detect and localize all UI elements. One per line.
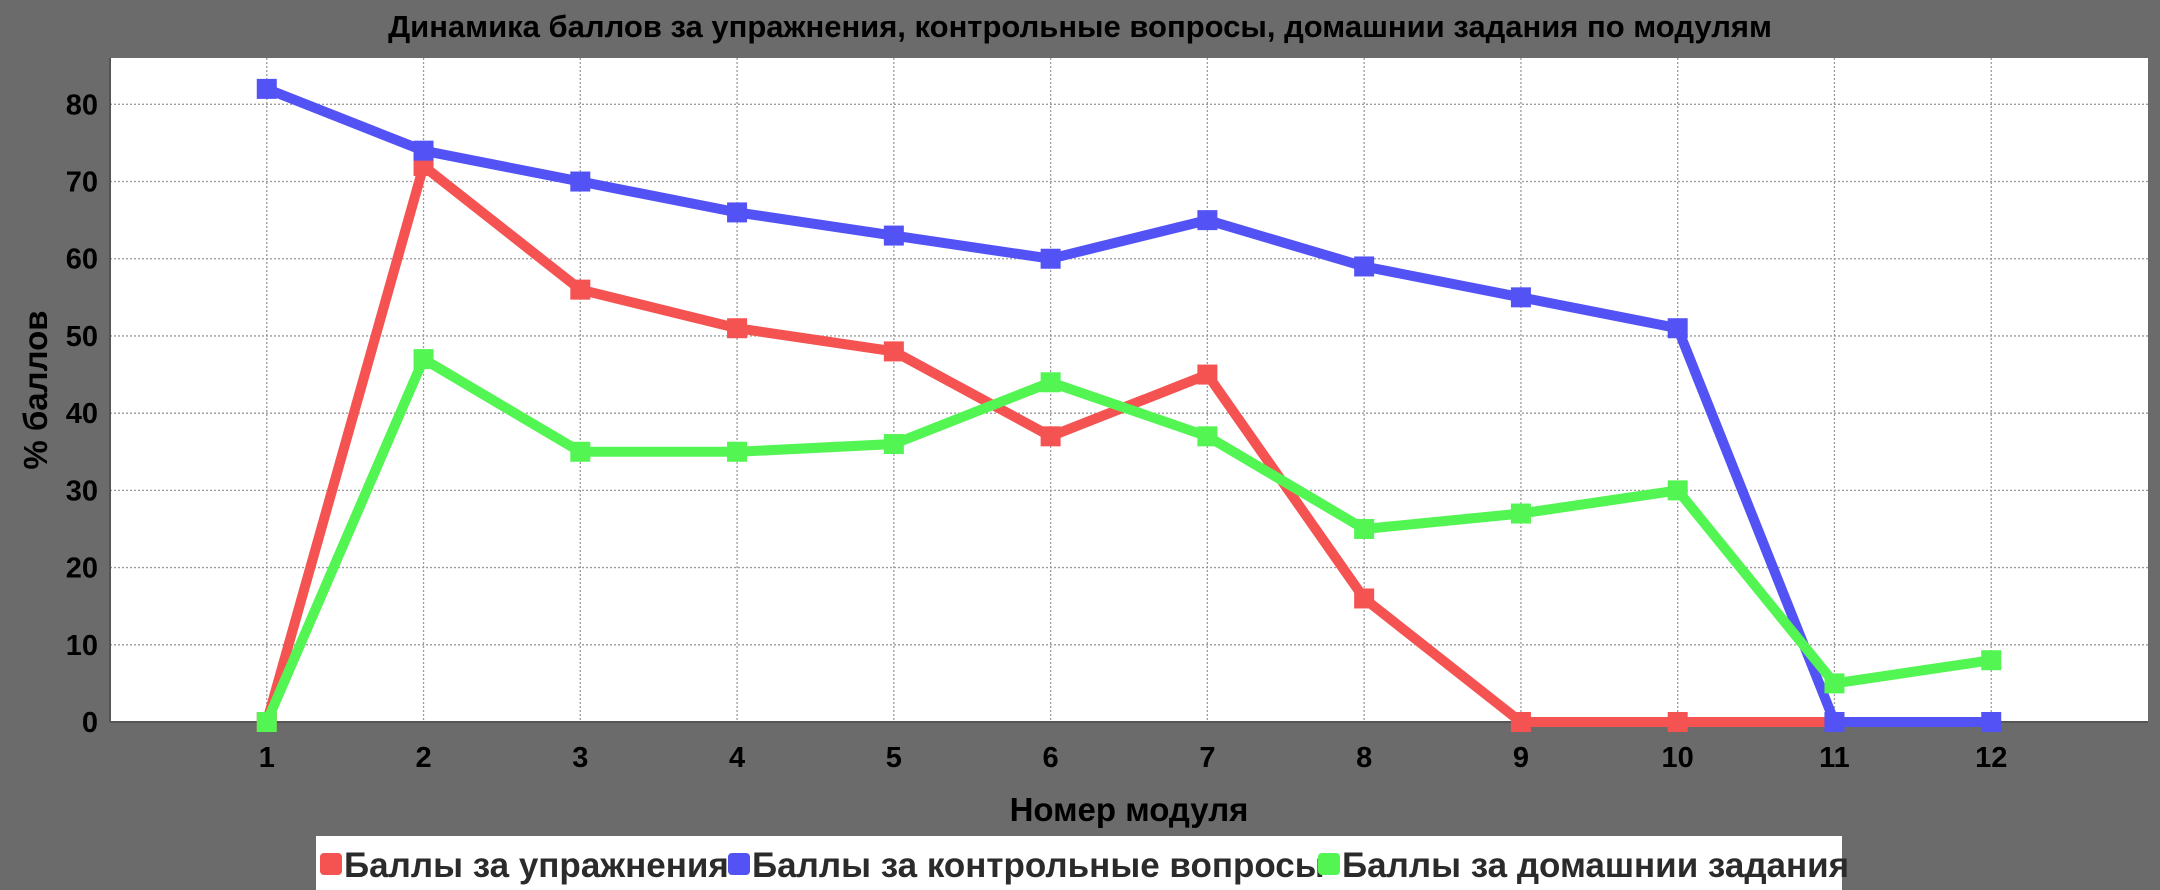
series-line-2 bbox=[264, 84, 1992, 727]
data-point-series-2 bbox=[883, 225, 904, 246]
data-point-series-1 bbox=[1667, 712, 1688, 732]
data-point-series-1 bbox=[1510, 712, 1531, 732]
data-point-series-2 bbox=[1667, 318, 1688, 339]
x-tick-label: 8 bbox=[1356, 742, 1372, 774]
y-tick-label: 50 bbox=[66, 321, 98, 353]
x-tick-label: 9 bbox=[1513, 742, 1529, 774]
legend-swatch-2 bbox=[728, 853, 750, 875]
data-point-series-2 bbox=[1197, 210, 1218, 231]
data-point-series-3 bbox=[256, 712, 277, 732]
legend: Баллы за упражнения Баллы за контрольные … bbox=[316, 836, 1849, 890]
legend-swatch-3 bbox=[1318, 853, 1340, 875]
y-tick-label: 20 bbox=[66, 553, 98, 585]
y-tick-label: 80 bbox=[66, 89, 98, 121]
y-tick-label: 0 bbox=[82, 707, 98, 739]
x-axis-label: Номер модуля bbox=[1010, 791, 1249, 828]
data-point-series-3 bbox=[1197, 426, 1218, 447]
legend-swatch-1 bbox=[320, 853, 342, 875]
x-tick-label: 7 bbox=[1199, 742, 1215, 774]
series-line-3 bbox=[262, 354, 1992, 724]
legend-label-2: Баллы за контрольные вопросы bbox=[752, 846, 1325, 885]
data-point-series-3 bbox=[727, 441, 748, 462]
data-point-series-1 bbox=[883, 341, 904, 362]
y-tick-label: 60 bbox=[66, 244, 98, 276]
data-point-series-2 bbox=[1981, 712, 2002, 732]
data-point-series-2 bbox=[256, 78, 277, 99]
y-tick-label: 30 bbox=[66, 475, 98, 507]
data-point-series-1 bbox=[1197, 364, 1218, 385]
data-point-series-2 bbox=[1824, 712, 1845, 732]
data-point-series-1 bbox=[727, 318, 748, 339]
data-point-series-3 bbox=[413, 349, 434, 370]
data-point-series-1 bbox=[1354, 588, 1375, 609]
data-point-series-2 bbox=[727, 202, 748, 223]
data-point-series-3 bbox=[1040, 372, 1061, 393]
y-axis-label: % баллов bbox=[17, 310, 54, 469]
legend-box bbox=[316, 836, 1842, 890]
x-tick-label: 6 bbox=[1043, 742, 1059, 774]
chart-title: Динамика баллов за упражнения, контрольн… bbox=[388, 9, 1772, 44]
data-point-series-2 bbox=[1510, 287, 1531, 308]
data-point-series-1 bbox=[413, 156, 434, 177]
data-point-series-1 bbox=[570, 279, 591, 300]
y-tick-label: 10 bbox=[66, 630, 98, 662]
y-tick-label: 70 bbox=[66, 167, 98, 199]
x-tick-label: 12 bbox=[1975, 742, 2007, 774]
data-point-series-3 bbox=[883, 434, 904, 455]
markers-group bbox=[256, 78, 2002, 732]
x-tick-label: 10 bbox=[1662, 742, 1694, 774]
data-point-series-2 bbox=[1040, 248, 1061, 269]
x-tick-label: 2 bbox=[415, 742, 431, 774]
x-tick-label: 1 bbox=[259, 742, 275, 774]
legend-label-1: Баллы за упражнения bbox=[344, 846, 729, 885]
plot-area bbox=[110, 58, 2148, 722]
data-point-series-2 bbox=[413, 140, 434, 161]
x-tick-label: 4 bbox=[729, 742, 745, 774]
legend-label-3: Баллы за домашнии задания bbox=[1342, 846, 1849, 885]
data-point-series-2 bbox=[1354, 256, 1375, 277]
data-point-series-2 bbox=[570, 171, 591, 192]
x-tick-label: 11 bbox=[1819, 742, 1850, 774]
grid bbox=[110, 58, 2148, 722]
data-point-series-3 bbox=[1981, 650, 2002, 671]
x-tick-label: 5 bbox=[886, 742, 902, 774]
data-point-series-3 bbox=[1510, 503, 1531, 524]
y-tick-label: 40 bbox=[66, 398, 98, 430]
data-point-series-3 bbox=[1354, 518, 1375, 539]
data-point-series-3 bbox=[1824, 673, 1845, 694]
data-point-series-1 bbox=[1040, 426, 1061, 447]
data-point-series-3 bbox=[1667, 480, 1688, 501]
data-point-series-3 bbox=[570, 441, 591, 462]
x-tick-label: 3 bbox=[572, 742, 588, 774]
